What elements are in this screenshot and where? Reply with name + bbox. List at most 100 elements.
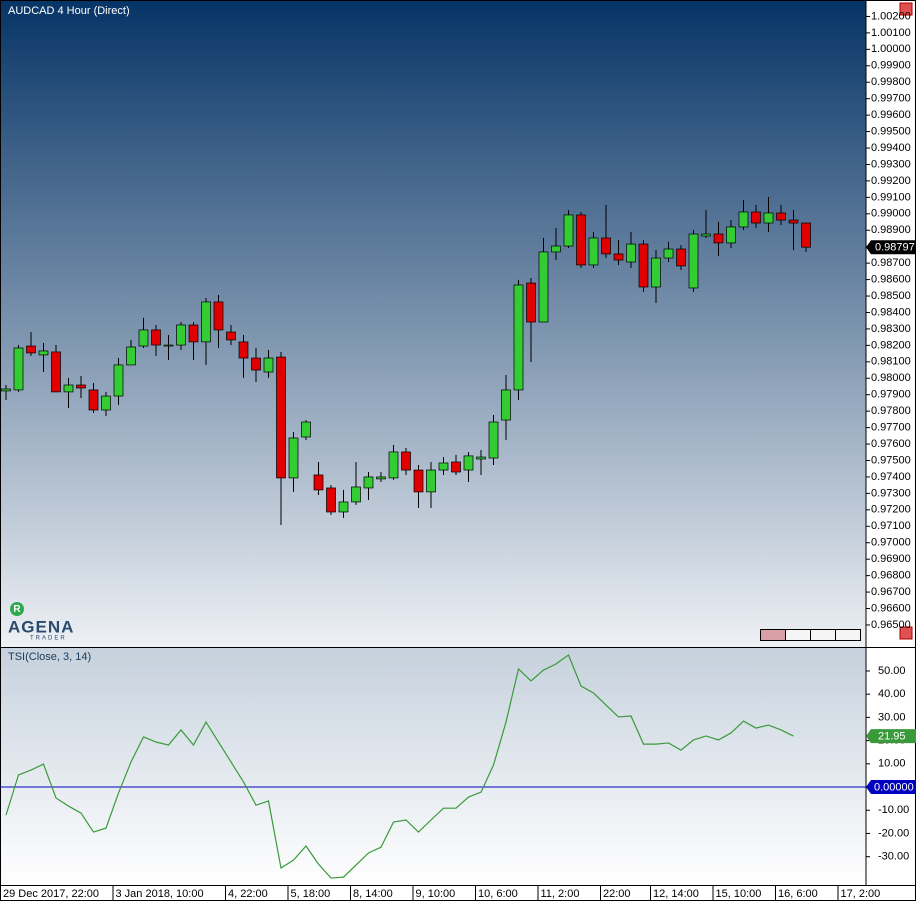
y-tick-label: 0.99700 (871, 93, 911, 105)
candle-body (126, 346, 136, 366)
y-tick-label: -10.00 (878, 804, 909, 816)
x-tick-label: 11, 2:00 (541, 888, 580, 900)
y-tick-label: 0.98300 (871, 323, 911, 335)
logo-badge: R (13, 604, 21, 615)
y-tick-label: 0.98200 (871, 339, 911, 351)
candle-body (76, 384, 86, 389)
y-tick-label: 0.99800 (871, 76, 911, 88)
candle-body (276, 356, 286, 479)
candle-body (701, 233, 711, 237)
candle-body (738, 211, 749, 228)
y-tick-label: 0.99300 (871, 158, 911, 170)
y-tick-label: 0.97700 (871, 422, 911, 434)
candle-body (101, 395, 111, 411)
candle-body (288, 437, 299, 479)
candle-body (251, 357, 261, 371)
x-tick-label: 3 Jan 2018, 10:00 (116, 888, 204, 900)
candle-body (188, 324, 199, 343)
pane-button[interactable] (899, 626, 913, 640)
scroll-cell[interactable] (810, 629, 836, 641)
y-tick-label: -20.00 (878, 827, 909, 839)
zero-label: 0.00000 (874, 781, 914, 793)
y-tick-label: 0.96700 (871, 586, 911, 598)
y-tick-label: 0.97300 (871, 487, 911, 499)
logo-tagline: TRADER (30, 636, 67, 642)
candle-body (313, 474, 324, 491)
y-tick-label: 0.97000 (871, 537, 911, 549)
candle-body (563, 214, 574, 247)
y-tick-label: 0.97900 (871, 389, 911, 401)
candle-body (751, 211, 761, 224)
candle-body (601, 237, 611, 255)
candle-body (476, 456, 486, 460)
y-tick-label: 1.00200 (871, 10, 911, 22)
candle-body (263, 357, 274, 373)
x-tick-label: 17, 2:00 (841, 888, 881, 900)
y-tick-label: 0.99200 (871, 175, 911, 187)
scroll-cell[interactable] (760, 629, 786, 641)
chart-title: AUDCAD 4 Hour (Direct) (8, 5, 130, 17)
y-tick-label: 0.97400 (871, 471, 911, 483)
y-tick-label: -30.00 (878, 851, 909, 863)
candle-body (526, 282, 536, 323)
y-tick-label: 10.00 (878, 758, 906, 770)
candle-body (226, 331, 236, 341)
candle-body (38, 350, 49, 356)
x-tick-label: 29 Dec 2017, 22:00 (3, 888, 99, 900)
candle-body (151, 329, 161, 346)
candle-body (363, 476, 374, 489)
y-tick-label: 0.99900 (871, 60, 911, 72)
x-tick-label: 16, 6:00 (778, 888, 818, 900)
logo-name: AGENA (8, 617, 74, 636)
candle-body (763, 212, 774, 224)
y-tick-label: 50.00 (878, 665, 906, 677)
candle-body (588, 237, 599, 266)
y-tick-label: 0.97500 (871, 454, 911, 466)
y-tick-label: 0.99600 (871, 109, 911, 121)
last-price-marker (866, 240, 916, 255)
candle-body (713, 233, 724, 244)
candle-body (688, 233, 699, 289)
x-tick-label: 8, 14:00 (353, 888, 393, 900)
candle-body (201, 301, 211, 343)
y-tick-label: 1.00100 (871, 27, 911, 39)
candle-body (51, 351, 61, 393)
candle-body (451, 461, 461, 473)
candle-body (13, 347, 24, 391)
indicator-pane (0, 648, 866, 885)
candle-body (238, 341, 249, 359)
candle-body (438, 462, 449, 471)
candle-body (163, 344, 174, 347)
x-tick-label: 10, 6:00 (478, 888, 518, 900)
y-tick-label: 40.00 (878, 688, 906, 700)
zero-marker (866, 780, 916, 795)
candle-body (426, 469, 436, 493)
candle-body (663, 248, 674, 259)
x-tick-label: 15, 10:00 (716, 888, 762, 900)
candle-body (413, 469, 424, 493)
y-tick-label: 0.97200 (871, 504, 911, 516)
candle-body (576, 214, 586, 266)
candle-body (513, 284, 524, 391)
y-tick-label: 1.00000 (871, 43, 911, 55)
indicator-title: TSI(Close, 3, 14) (8, 651, 91, 663)
y-tick-label: 0.98900 (871, 224, 911, 236)
x-tick-label: 9, 10:00 (416, 888, 456, 900)
x-tick-label: 4, 22:00 (228, 888, 268, 900)
candle-body (376, 476, 386, 480)
scroll-widget[interactable] (760, 629, 861, 641)
candle-body (488, 421, 499, 459)
scroll-cell[interactable] (835, 629, 861, 641)
scroll-cell[interactable] (785, 629, 811, 641)
y-tick-label: 0.98700 (871, 257, 911, 269)
candle-body (1, 388, 11, 392)
candle-body (138, 329, 149, 347)
y-tick-label: 0.99000 (871, 208, 911, 220)
y-tick-label: 0.97100 (871, 520, 911, 532)
y-tick-label: 0.99100 (871, 191, 911, 203)
pane-button[interactable] (899, 2, 913, 16)
candle-body (638, 243, 649, 288)
y-tick-label: 0.98000 (871, 372, 911, 384)
y-tick-label: 0.96800 (871, 570, 911, 582)
